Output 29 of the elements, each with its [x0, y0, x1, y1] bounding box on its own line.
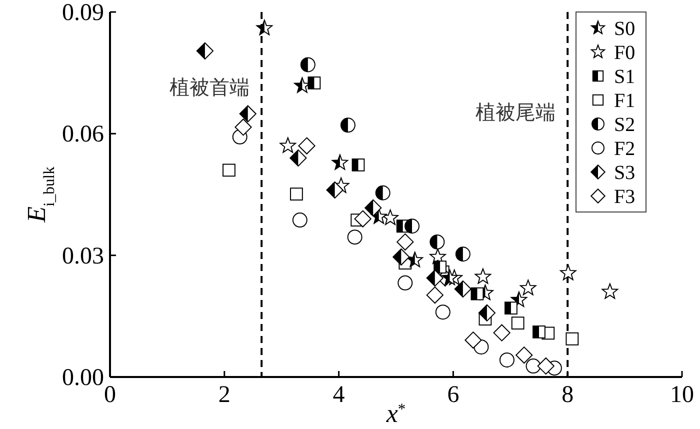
- legend-item: S3: [590, 162, 636, 184]
- ref-line-label: 植被尾端: [476, 102, 556, 124]
- legend-item: S1: [592, 66, 636, 88]
- legend-label: F1: [614, 90, 636, 112]
- ref-line-label: 植被首端: [170, 77, 250, 99]
- legend-label: F0: [614, 42, 636, 64]
- x-tick-label: 6: [447, 382, 460, 408]
- legend-label: S0: [614, 18, 636, 40]
- x-tick-label: 2: [218, 382, 230, 408]
- legend-label: F2: [614, 138, 636, 160]
- legend-label: S1: [614, 66, 636, 88]
- legend-label: S2: [614, 114, 636, 136]
- legend-item: F0: [590, 42, 636, 64]
- x-tick-label: 4: [332, 382, 345, 408]
- y-tick-label: 0.00: [62, 365, 104, 391]
- x-axis-title: x$^{*}$: [385, 399, 406, 428]
- x-tick-label: 8: [562, 382, 574, 408]
- x-tick-label: 0: [104, 382, 116, 408]
- legend-label: S3: [614, 162, 636, 184]
- y-tick-label: 0.03: [62, 243, 104, 270]
- legend-item: F3: [590, 186, 636, 208]
- y-tick-label: 0.09: [62, 0, 104, 26]
- x-tick-label: 10: [670, 382, 694, 408]
- legend-item: F2: [592, 138, 636, 160]
- legend-item: F1: [592, 90, 636, 112]
- legend-item: S2: [592, 114, 636, 136]
- y-tick-label: 0.06: [62, 122, 104, 148]
- legend-label: F3: [614, 186, 636, 208]
- legend-item: S0: [590, 18, 636, 40]
